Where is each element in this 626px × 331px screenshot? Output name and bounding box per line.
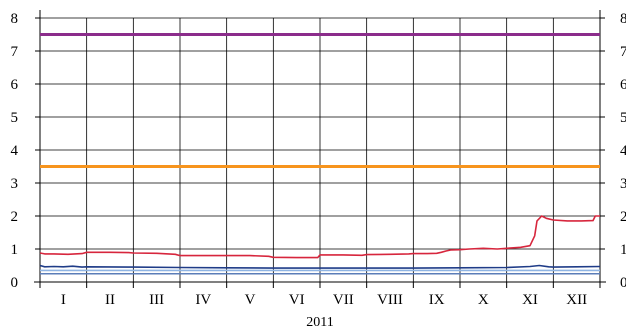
- x-tick-label: XII: [566, 292, 587, 308]
- x-tick-label: XI: [522, 292, 538, 308]
- y-tick-label: 0: [11, 275, 19, 291]
- grid: [39, 17, 601, 283]
- x-tick-label: I: [61, 292, 66, 308]
- y-tick-label: 6: [11, 77, 19, 93]
- x-tick-label: VIII: [377, 292, 403, 308]
- y-tick-label-right: 6: [620, 77, 626, 93]
- y-tick-label-right: 5: [620, 110, 626, 126]
- y-tick-label: 5: [11, 110, 19, 126]
- y-tick-label: 7: [11, 44, 19, 60]
- series-line: [39, 264, 601, 269]
- series-line: [39, 215, 600, 259]
- y-tick-label: 2: [11, 209, 19, 225]
- x-tick-label: VI: [289, 292, 305, 308]
- y-tick-label: 4: [11, 143, 19, 159]
- x-axis-title: 2011: [306, 315, 333, 330]
- axes: [34, 10, 606, 288]
- x-tick-label: II: [105, 292, 115, 308]
- series-lines: [39, 33, 601, 275]
- x-tick-label: IX: [429, 292, 445, 308]
- y-tick-label: 3: [11, 176, 19, 192]
- y-tick-label-right: 8: [620, 11, 626, 27]
- y-tick-label-right: 7: [620, 44, 626, 60]
- x-tick-label: V: [245, 292, 256, 308]
- y-tick-label-right: 4: [620, 143, 626, 159]
- y-tick-label-right: 2: [620, 209, 626, 225]
- y-tick-label: 1: [11, 242, 19, 258]
- x-tick-label: VII: [333, 292, 354, 308]
- x-tick-label: X: [478, 292, 489, 308]
- y-tick-label: 8: [11, 11, 19, 27]
- x-tick-label: IV: [195, 292, 211, 308]
- x-tick-label: III: [149, 292, 164, 308]
- y-tick-label-right: 0: [620, 275, 626, 291]
- y-tick-label-right: 1: [620, 242, 626, 258]
- y-tick-label-right: 3: [620, 176, 626, 192]
